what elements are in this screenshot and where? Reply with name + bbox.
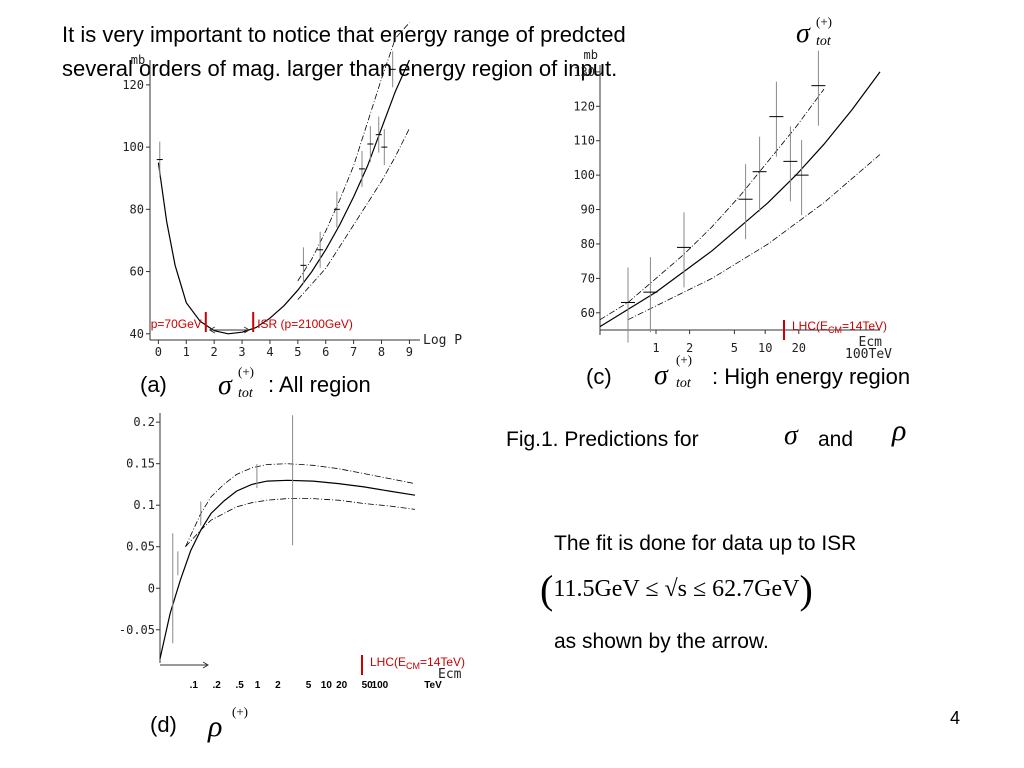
chart-d-x-tick-label: .5 bbox=[235, 680, 244, 691]
chart-a-y-tick-label: 40 bbox=[130, 327, 144, 341]
header-line-1: It is very important to notice that ener… bbox=[62, 22, 626, 47]
chart-c-x-tick-label: 5 bbox=[731, 341, 738, 355]
chart-d-lhc-label: LHC(ECM=14TeV) bbox=[370, 655, 465, 671]
chart-a-x-tick-label: 6 bbox=[322, 345, 329, 359]
fig-caption-and: and bbox=[818, 428, 854, 451]
caption-a-text: : All region bbox=[268, 372, 371, 397]
fig-caption-prefix: Fig.1. Predictions for bbox=[506, 428, 699, 451]
chart-c-x-unit: 100TeV bbox=[845, 347, 892, 362]
header-sigma-tot-symbol: σ (+) tot bbox=[796, 14, 832, 49]
chart-d-x-tick-label: 5 bbox=[306, 680, 312, 691]
chart-a-x-tick-label: 4 bbox=[266, 345, 273, 359]
caption-d-rho: ρ (+) bbox=[208, 704, 248, 743]
chart-a-y-tick-label: 120 bbox=[122, 78, 144, 92]
chart-c-x-tick-label: 1 bbox=[652, 341, 659, 355]
chart-d-x-tick-label: 10 bbox=[321, 680, 333, 691]
chart-d-x-tick-label: 20 bbox=[336, 680, 348, 691]
chart-c-y-tick-label: 100 bbox=[573, 168, 595, 182]
chart-c-y-label: mb bbox=[584, 48, 598, 62]
chart-a-arrow-head-left bbox=[208, 326, 216, 334]
chart-a: mb 40 60 80 100 120 0 1 2 3 4 5 6 7 8 9 Log P p=70GeV ISR … bbox=[122, 22, 462, 359]
chart-c-lhc-label: LHC(ECM=14TeV) bbox=[792, 319, 887, 335]
chart-a-y-tick-label: 60 bbox=[130, 265, 144, 279]
chart-c-y-tick-label: 110 bbox=[573, 134, 595, 148]
chart-a-arrow-head-right bbox=[243, 326, 251, 334]
fig-caption-rho: ρ bbox=[892, 414, 907, 447]
chart-a-x-tick-label: 1 bbox=[183, 345, 190, 359]
caption-c-sigma-tot: σ (+) tot bbox=[654, 352, 692, 391]
chart-d-x-tick-label: .2 bbox=[213, 680, 222, 691]
chart-d-series-1 bbox=[185, 463, 416, 547]
panel-label-a: (a) bbox=[140, 372, 167, 397]
chart-a-x-tick-label: 7 bbox=[350, 345, 357, 359]
chart-c-y-tick-label: 90 bbox=[581, 203, 595, 217]
fit-note-inequality: (11.5GeV ≤ √s ≤ 62.7GeV) bbox=[540, 567, 813, 612]
chart-d-y-tick-label: 0.1 bbox=[133, 498, 155, 512]
chart-d-y-tick-label: 0 bbox=[148, 581, 155, 595]
chart-d-x-label: Ecm bbox=[438, 667, 462, 682]
chart-a-x-tick-label: 0 bbox=[155, 345, 162, 359]
chart-c-y-tick-label: 60 bbox=[581, 306, 595, 320]
chart-d-arrow-head bbox=[202, 661, 209, 669]
chart-d-x-unit: TeV bbox=[424, 680, 442, 691]
chart-a-x-label: Log P bbox=[423, 333, 462, 348]
chart-d-y-tick-label: -0.05 bbox=[119, 623, 155, 637]
fit-note-line-3: as shown by the arrow. bbox=[554, 630, 769, 653]
chart-a-series-2 bbox=[297, 128, 410, 300]
chart-a-x-tick-label: 3 bbox=[238, 345, 245, 359]
chart-a-x-tick-label: 2 bbox=[211, 345, 218, 359]
chart-d-x-tick-label: .1 bbox=[190, 680, 199, 691]
chart-d-y-tick-label: 0.05 bbox=[126, 540, 155, 554]
chart-c-x-label: Ecm bbox=[859, 335, 883, 350]
chart-d-x-tick-label: 100 bbox=[372, 680, 389, 691]
chart-c-series-0 bbox=[599, 71, 881, 328]
chart-c-x-tick-label: 10 bbox=[758, 341, 772, 355]
chart-a-series-1 bbox=[297, 22, 410, 282]
header-line-2: several orders of mag. larger than energ… bbox=[62, 56, 618, 81]
chart-a-x-tick-label: 9 bbox=[406, 345, 413, 359]
fit-note-line-1: The fit is done for data up to ISR bbox=[554, 532, 857, 555]
chart-c-x-tick-label: 2 bbox=[686, 341, 693, 355]
chart-a-y-tick-label: 80 bbox=[130, 202, 144, 216]
chart-c-y-tick-label: 120 bbox=[573, 99, 595, 113]
caption-c-text: : High energy region bbox=[712, 364, 911, 389]
chart-d-y-tick-label: 0.15 bbox=[126, 457, 155, 471]
chart-c-y-tick-label: 70 bbox=[581, 271, 595, 285]
chart-a-annotation-left: p=70GeV bbox=[151, 317, 202, 331]
chart-c-x-tick-label: 20 bbox=[792, 341, 806, 355]
chart-a-y-tick-label: 100 bbox=[122, 140, 144, 154]
panel-label-c: (c) bbox=[586, 364, 612, 389]
chart-a-x-tick-label: 8 bbox=[378, 345, 385, 359]
chart-a-x-tick-label: 5 bbox=[294, 345, 301, 359]
page-number: 4 bbox=[950, 708, 961, 728]
fig-caption-sigma: σ bbox=[784, 420, 798, 451]
chart-c-y-tick-label: 130 bbox=[573, 65, 595, 79]
chart-d-series-2 bbox=[185, 498, 416, 547]
chart-d-x-tick-label: 2 bbox=[275, 680, 281, 691]
panel-label-d: (d) bbox=[150, 712, 177, 737]
chart-d-x-tick-label: 50 bbox=[362, 680, 374, 691]
chart-a-y-label: mb bbox=[131, 53, 145, 67]
chart-d-x-tick-label: 1 bbox=[255, 680, 261, 691]
chart-a-series-0 bbox=[157, 59, 410, 335]
caption-a-sigma-tot: σ (+) tot bbox=[218, 364, 254, 401]
chart-a-annotation-right: ISR (p=2100GeV) bbox=[257, 317, 353, 331]
chart-d-y-tick-label: 0.2 bbox=[133, 415, 155, 429]
chart-d-series-0 bbox=[159, 479, 416, 659]
chart-c-y-tick-label: 80 bbox=[581, 237, 595, 251]
chart-c-series-2 bbox=[627, 154, 881, 321]
chart-c-series-1 bbox=[599, 88, 825, 321]
